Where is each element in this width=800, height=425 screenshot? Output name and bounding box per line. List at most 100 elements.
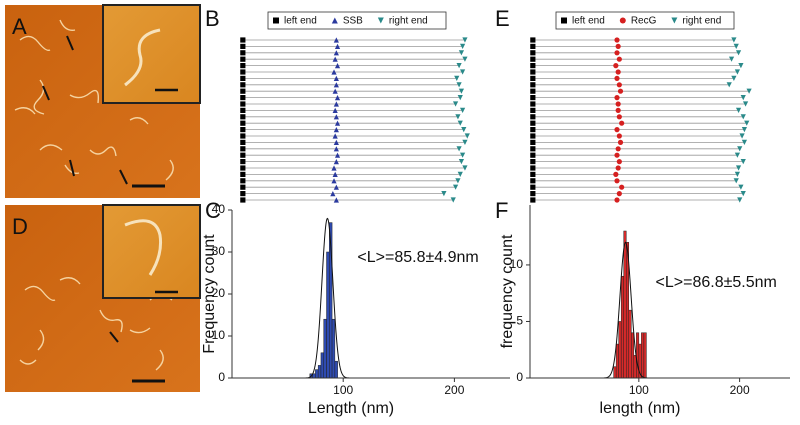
marker-triangle: [334, 43, 341, 49]
marker-triangle-down: [458, 159, 465, 165]
marker-square: [530, 63, 536, 69]
y-tick-label: 30: [212, 244, 226, 258]
marker-square: [240, 139, 246, 145]
marker-square: [240, 191, 246, 197]
marker-square: [530, 82, 536, 88]
bar: [636, 332, 640, 379]
fit-curve: [305, 217, 350, 379]
marker-square: [240, 114, 246, 120]
marker-triangle: [333, 37, 339, 43]
marker-square: [240, 56, 246, 62]
bar: [628, 309, 632, 379]
legend-box: [267, 11, 447, 30]
marker-triangle-down: [742, 101, 749, 107]
marker-square: [530, 133, 536, 139]
y-tick-label: 10: [510, 257, 524, 271]
panel-label: D: [12, 214, 28, 239]
marker-circle: [619, 17, 626, 24]
fit-annotation: <L>=85.8±4.9nm: [357, 249, 478, 266]
marker-triangle-down: [462, 139, 468, 145]
marker-triangle-down: [741, 139, 748, 145]
marker-triangle-down: [377, 17, 384, 24]
x-tick-label: 200: [444, 383, 464, 397]
marker-square: [530, 165, 536, 171]
fit-annotation: <L>=86.8±5.5nm: [656, 274, 777, 291]
marker-square: [240, 43, 246, 49]
marker-triangle-down: [450, 197, 456, 203]
marker-triangle-down: [731, 37, 737, 43]
marker-square: [530, 146, 536, 152]
marker-triangle-down: [738, 184, 744, 190]
marker-square: [530, 184, 536, 190]
marker-triangle: [334, 120, 341, 126]
marker-triangle-down: [462, 56, 468, 62]
marker-square: [530, 43, 536, 49]
marker-square: [530, 120, 536, 126]
marker-triangle-down: [740, 159, 746, 165]
marker-square: [530, 56, 536, 62]
bar: [620, 275, 624, 379]
marker-triangle-down: [746, 88, 752, 94]
marker-triangle-down: [454, 75, 460, 81]
legend-label: SSB: [343, 16, 363, 27]
legend-label: right end: [682, 16, 721, 27]
bar: [323, 318, 327, 379]
marker-triangle-down: [735, 165, 742, 171]
marker-circle: [616, 133, 622, 139]
marker-triangle-down: [731, 75, 737, 81]
marker-square: [530, 69, 536, 75]
marker-triangle-down: [744, 120, 750, 126]
marker-triangle: [330, 191, 336, 197]
marker-square: [530, 101, 536, 107]
marker-square: [240, 75, 246, 81]
y-axis-label: frequency count: [499, 234, 516, 348]
marker-triangle-down: [738, 63, 744, 69]
x-tick-label: 100: [629, 383, 649, 397]
marker-circle: [616, 56, 622, 62]
bar: [334, 360, 338, 379]
marker-triangle-down: [459, 69, 466, 75]
bar: [317, 365, 322, 379]
marker-circle: [619, 120, 625, 126]
marker-triangle-down: [452, 101, 459, 107]
y-tick-label: 40: [212, 202, 226, 216]
marker-circle: [614, 178, 620, 184]
marker-triangle-down: [458, 50, 465, 56]
marker-square: [530, 75, 536, 81]
marker-circle: [616, 114, 622, 120]
marker-square: [240, 120, 246, 126]
marker-triangle: [333, 114, 339, 120]
marker-triangle: [332, 88, 338, 94]
marker-triangle-down: [734, 152, 740, 158]
marker-triangle-down: [455, 114, 461, 120]
marker-circle: [616, 82, 622, 88]
marker-circle: [617, 139, 624, 145]
marker-triangle-down: [452, 184, 459, 190]
marker-triangle-down: [734, 69, 740, 75]
legend-label: right end: [389, 16, 428, 27]
panel-label: B: [205, 6, 220, 31]
marker-square: [530, 171, 536, 177]
marker-square: [240, 69, 246, 75]
y-tick-label: 5: [516, 314, 523, 328]
marker-triangle-down: [456, 63, 462, 69]
image-a: A: [5, 4, 201, 198]
marker-triangle-down: [459, 107, 466, 113]
marker-square: [240, 101, 246, 107]
marker-square: [240, 50, 246, 56]
legend-label: RecG: [631, 16, 657, 27]
marker-triangle-down: [737, 197, 743, 203]
marker-triangle-down: [441, 191, 447, 197]
marker-square: [240, 63, 246, 69]
bar: [618, 321, 622, 379]
marker-triangle-down: [461, 127, 467, 133]
marker-square: [240, 146, 246, 152]
marker-triangle: [331, 165, 337, 171]
marker-triangle-down: [456, 146, 462, 152]
y-tick-label: 0: [218, 370, 225, 384]
marker-square: [561, 17, 567, 24]
marker-circle: [614, 127, 620, 133]
axes: [529, 205, 790, 379]
marker-triangle-down: [457, 95, 463, 101]
